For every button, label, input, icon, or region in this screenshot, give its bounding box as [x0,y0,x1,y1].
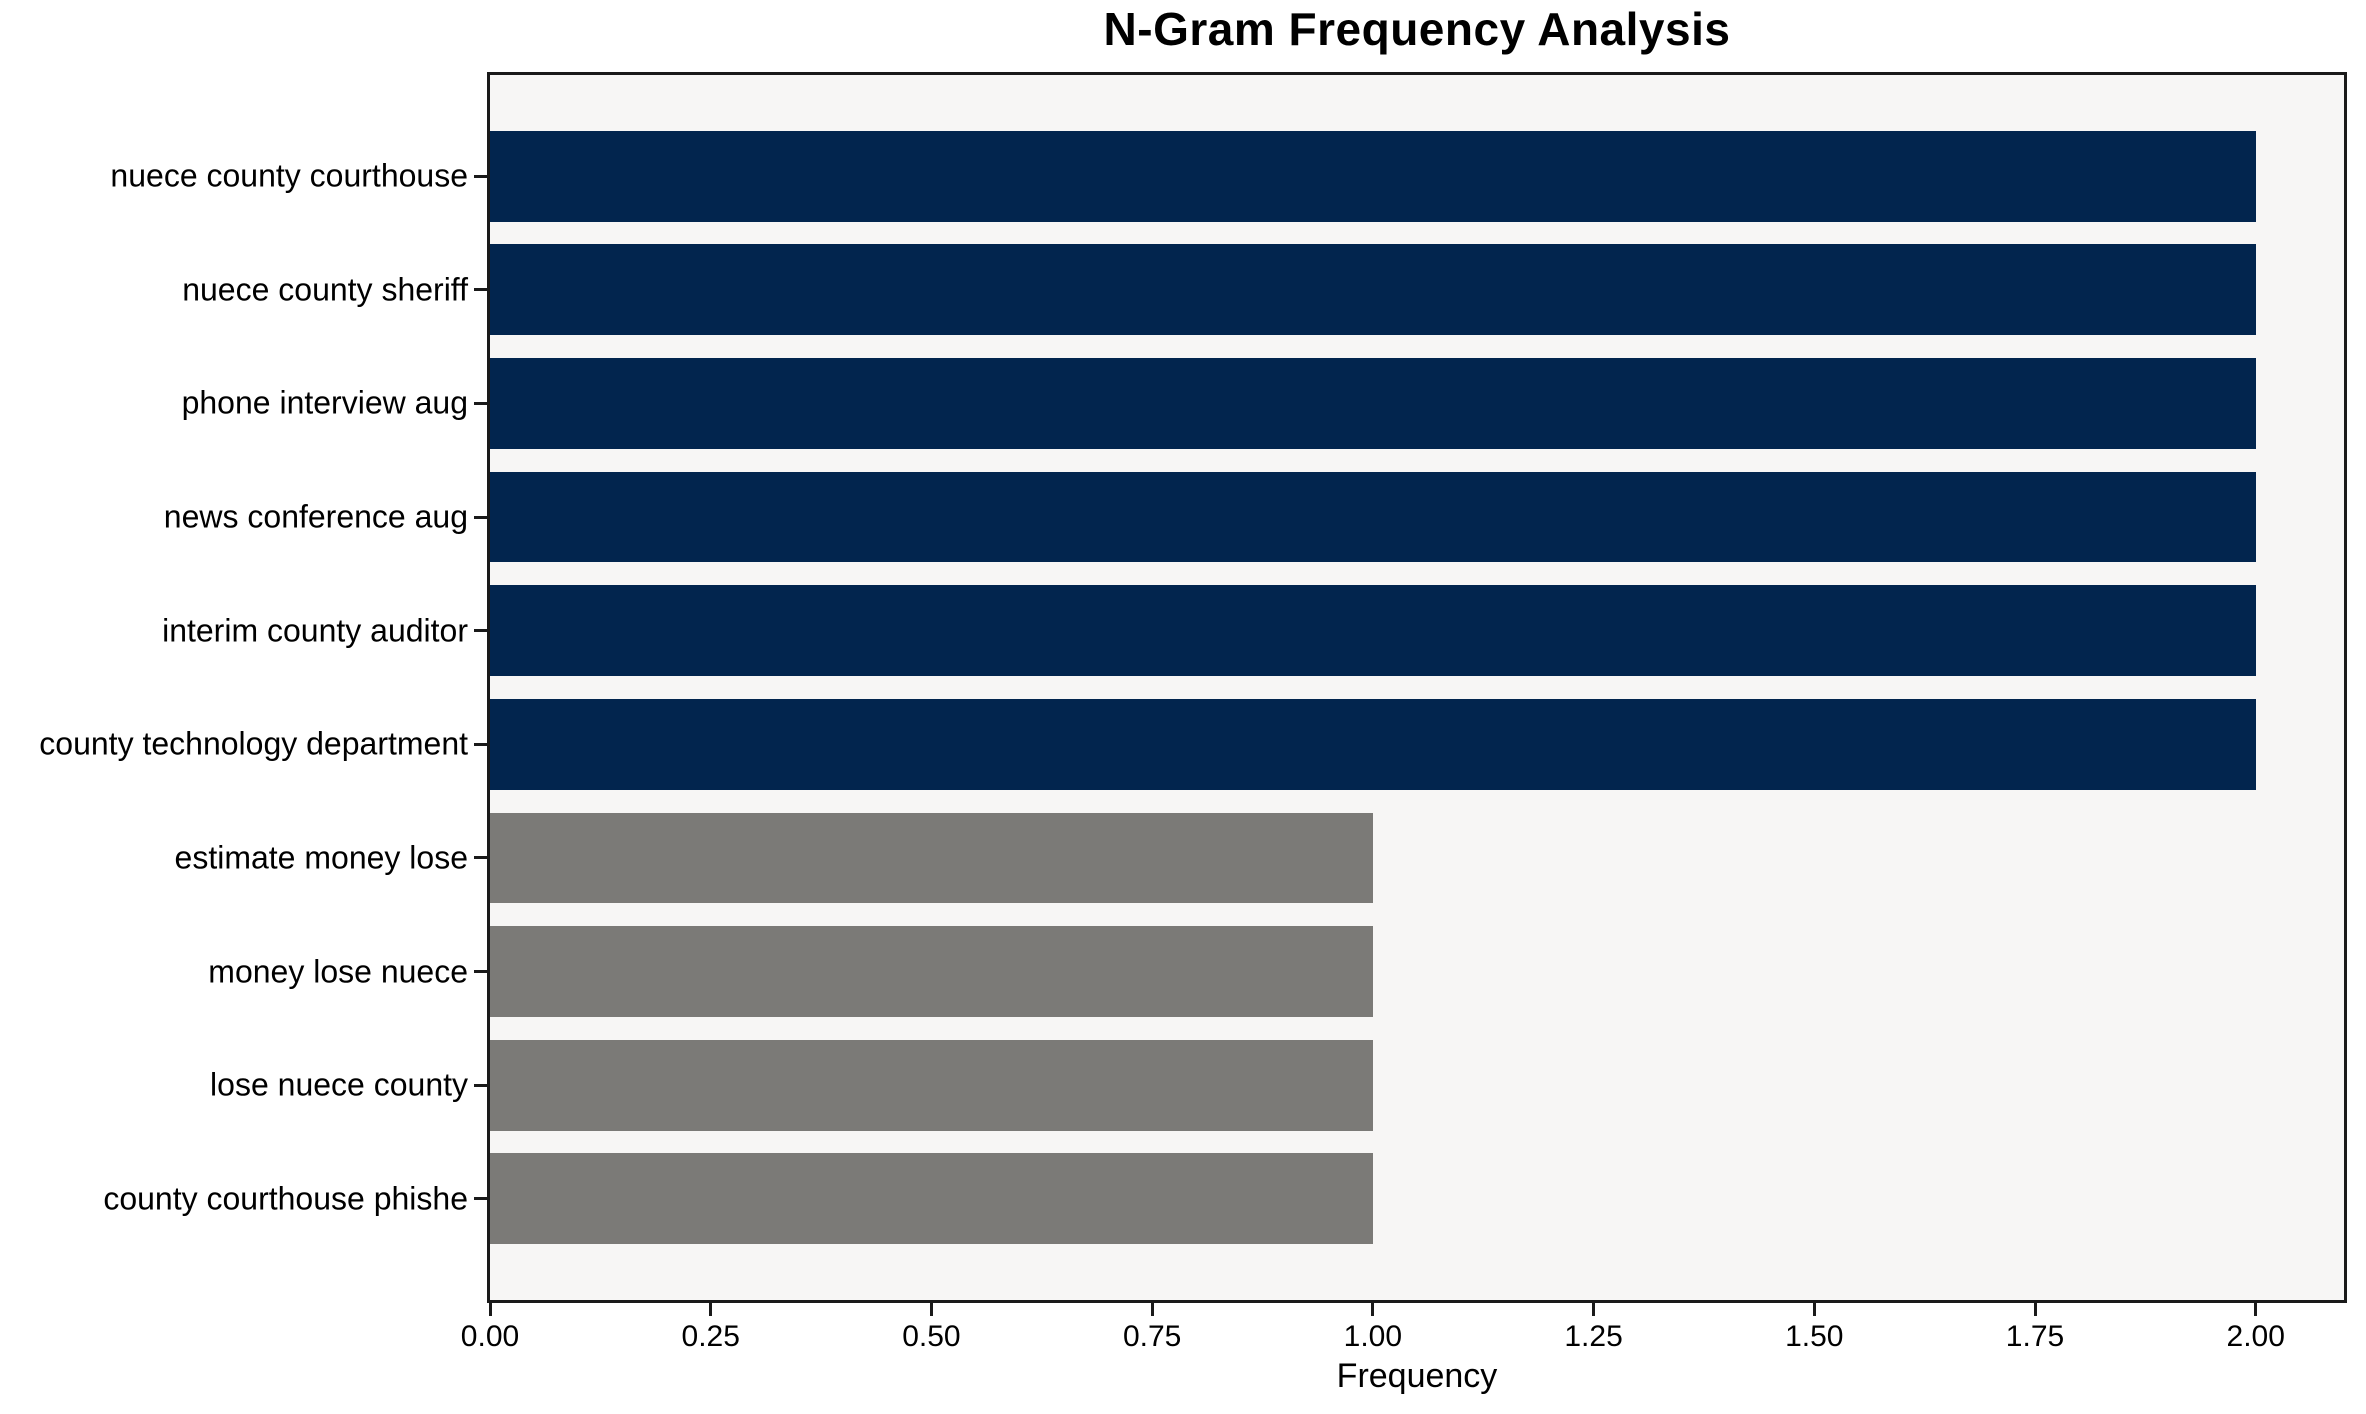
y-tick-label: money lose nuece [208,953,468,990]
x-tick-mark [1812,1303,1816,1316]
x-tick-mark [2033,1303,2037,1316]
x-tick-mark [2254,1303,2258,1316]
bar [490,1039,1373,1131]
bar [490,244,2256,336]
y-tick-mark [474,174,487,178]
y-tick-mark [474,1083,487,1087]
y-axis: nuece county courthouse nuece county sher… [0,75,487,1300]
plot-area [487,72,2347,1303]
x-tick-label: 2.00 [2226,1320,2285,1353]
y-tick-label: phone interview aug [181,384,468,421]
bar [490,1153,1373,1245]
x-tick-mark [1592,1303,1596,1316]
x-axis: 0.00 0.25 0.50 0.75 1.00 1.25 1.50 1.75 2.00 [461,1303,2344,1393]
y-tick-mark [474,515,487,519]
bar [490,130,2256,222]
x-tick-label: 1.75 [2005,1320,2065,1353]
bar [490,926,1373,1018]
y-tick-label: nuece county sheriff [182,271,468,308]
y-tick-label: county technology department [39,725,468,762]
y-tick-mark [474,970,487,974]
y-tick-mark [474,856,487,860]
chart-title: N-Gram Frequency Analysis [1103,3,1731,55]
x-tick-label: 0.00 [460,1320,520,1353]
x-tick-label: 0.25 [681,1320,740,1353]
x-tick-mark [1150,1303,1154,1316]
y-tick-mark [474,288,487,292]
x-tick-label: 1.50 [1785,1320,1844,1353]
y-tick-mark [474,1197,487,1201]
bar [490,471,2256,563]
bar [490,698,2256,790]
y-tick-mark [474,629,487,633]
x-axis-title: Frequency [1336,1357,1498,1395]
y-tick-mark [474,742,487,746]
y-tick-label: nuece county courthouse [110,157,468,194]
x-tick-label: 1.25 [1564,1320,1623,1353]
x-tick-label: 0.50 [902,1320,961,1353]
x-tick-label: 0.75 [1122,1320,1182,1353]
bar [490,357,2256,449]
y-tick-label: estimate money lose [174,839,468,876]
bar [490,585,2256,677]
x-tick-label: 1.00 [1343,1320,1403,1353]
y-tick-label: lose nuece county [210,1066,468,1103]
bar [490,812,1373,904]
y-tick-label: news conference aug [163,498,468,535]
y-tick-label: interim county auditor [162,612,468,649]
x-tick-mark [1371,1303,1375,1316]
x-tick-mark [488,1303,492,1316]
y-tick-label: county courthouse phishe [103,1180,468,1217]
x-tick-mark [709,1303,713,1316]
y-tick-mark [474,401,487,405]
x-tick-mark [929,1303,933,1316]
